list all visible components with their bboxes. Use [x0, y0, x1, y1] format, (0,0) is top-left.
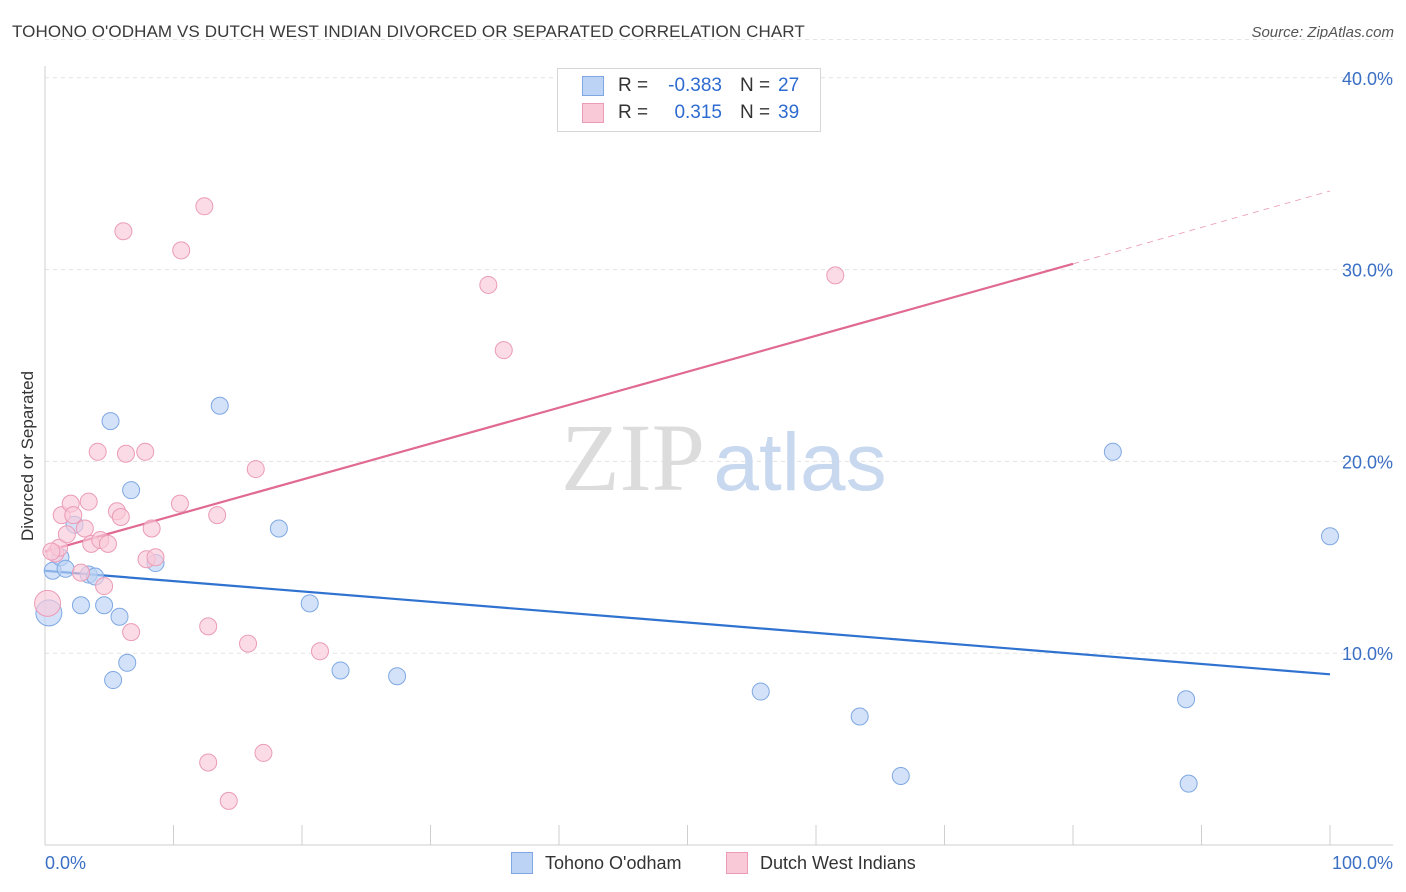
y-axis-title: Divorced or Separated: [18, 371, 37, 541]
tohono-point: [891, 766, 910, 785]
dutch-point: [239, 634, 258, 653]
r-label: R =: [618, 75, 649, 96]
dutch-point: [116, 444, 135, 463]
tohono-point: [118, 653, 137, 672]
tohono-point: [300, 594, 319, 613]
n-value: 27: [778, 75, 800, 96]
dutch-point: [75, 519, 94, 538]
tohono-point: [269, 519, 288, 538]
dutch-trend-extension: [1072, 190, 1331, 265]
r-label: R =: [618, 102, 649, 123]
legend-swatch-pink: [582, 103, 604, 123]
tohono-point: [71, 596, 90, 615]
y-tick-label: 30.0%: [1342, 261, 1393, 281]
axes: [44, 66, 1393, 846]
tohono-point: [95, 596, 114, 615]
dutch-point: [136, 442, 155, 461]
dutch-point: [122, 623, 141, 642]
dutch-point: [42, 542, 61, 561]
dutch-point: [208, 506, 227, 525]
legend-item-tohono[interactable]: Tohono O'odham: [511, 852, 682, 874]
y-tick-label: 10.0%: [1342, 644, 1393, 664]
dutch-point: [57, 525, 76, 544]
dutch-point: [254, 743, 273, 762]
dutch-point: [146, 548, 165, 567]
tohono-point: [388, 667, 407, 686]
tohono-point: [1177, 690, 1196, 709]
dutch-point: [172, 241, 191, 260]
dutch-point: [479, 275, 498, 294]
dutch-point: [199, 617, 218, 636]
tohono-point: [210, 396, 229, 415]
tohono-point: [850, 707, 869, 726]
data-points: [34, 197, 1339, 810]
x-tick-label: 0.0%: [45, 853, 86, 873]
legend-item-dutch[interactable]: Dutch West Indians: [726, 852, 916, 874]
dutch-point: [826, 266, 845, 285]
watermark-zip: ZIP: [561, 404, 705, 511]
tohono-point: [1103, 442, 1122, 461]
tohono-point: [101, 412, 120, 431]
tohono-point: [110, 607, 129, 626]
tohono-trend-line: [44, 569, 1331, 676]
tohono-point: [122, 481, 141, 500]
r-value: -0.383: [668, 75, 722, 96]
y-tick-label: 20.0%: [1342, 452, 1393, 472]
dutch-point: [34, 589, 62, 617]
dutch-point: [79, 492, 98, 511]
dutch-point: [111, 508, 130, 527]
legend-label-tohono: Tohono O'odham: [545, 852, 682, 873]
tohono-point: [751, 682, 770, 701]
dutch-point: [88, 442, 107, 461]
stats-legend: R = -0.383 N = 27 R = 0.315 N = 39: [557, 68, 821, 132]
tohono-point: [104, 671, 123, 690]
n-value: 39: [778, 102, 800, 123]
dutch-point: [246, 460, 265, 479]
trend-lines: [44, 190, 1331, 676]
r-value: 0.315: [674, 102, 722, 123]
legend-label-dutch: Dutch West Indians: [760, 852, 916, 873]
dutch-point: [195, 197, 214, 216]
gridlines: [45, 38, 1393, 654]
tohono-point: [56, 559, 75, 578]
tohono-point: [331, 661, 350, 680]
watermark: ZIP atlas: [561, 404, 887, 511]
n-label: N =: [740, 102, 771, 123]
tohono-point: [1321, 527, 1339, 546]
dutch-point: [64, 506, 83, 525]
dutch-point: [98, 534, 117, 553]
dutch-point: [494, 341, 513, 360]
chart-title: TOHONO O'ODHAM VS DUTCH WEST INDIAN DIVO…: [12, 22, 805, 41]
dutch-point: [95, 577, 114, 596]
dutch-point: [219, 791, 238, 810]
legend-row-dutch: R = 0.315 N = 39: [582, 100, 799, 126]
n-label: N =: [740, 75, 771, 96]
legend-swatch-blue: [582, 76, 604, 96]
dutch-point: [142, 519, 161, 538]
dutch-point: [310, 642, 329, 661]
x-tick-label: 100.0%: [1332, 853, 1393, 873]
legend-row-tohono: R = -0.383 N = 27: [582, 73, 799, 99]
dutch-point: [71, 563, 90, 582]
watermark-atlas: atlas: [713, 417, 886, 508]
source-label: Source: ZipAtlas.com: [1251, 24, 1394, 41]
y-tick-label: 40.0%: [1342, 69, 1393, 89]
dutch-trend-line: [44, 262, 1074, 553]
dutch-point: [199, 753, 218, 772]
legend-swatch-pink: [726, 852, 748, 874]
dutch-point: [114, 222, 133, 241]
legend-swatch-blue: [511, 852, 533, 874]
tick-labels: 10.0% 20.0% 30.0% 40.0% 0.0% 100.0%: [45, 69, 1393, 873]
tohono-point: [1179, 774, 1198, 793]
dutch-point: [170, 494, 189, 513]
